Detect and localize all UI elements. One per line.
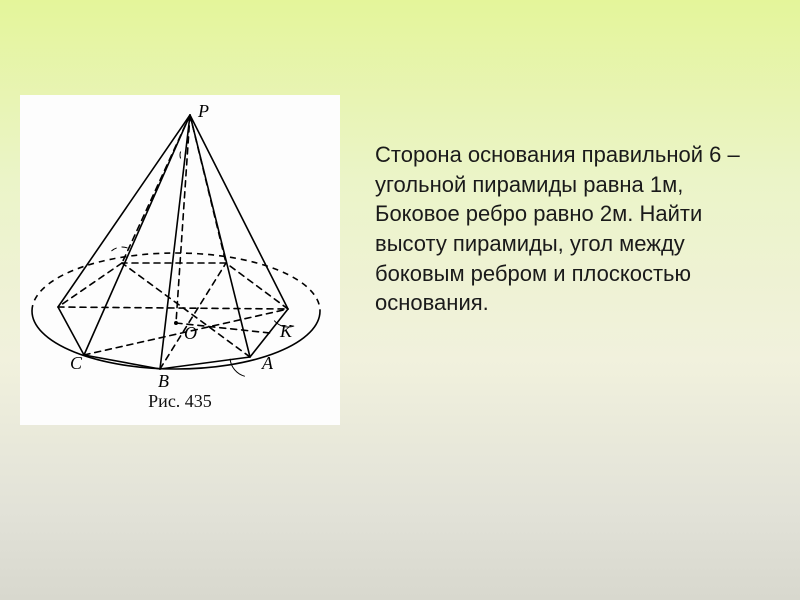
figure-box: P O K C B A Рис. 435 [20,95,340,425]
svg-text:P: P [197,101,209,121]
figure-caption: Рис. 435 [26,391,334,412]
svg-text:B: B [158,371,169,391]
pyramid-diagram: P O K C B A [26,101,334,391]
svg-text:C: C [70,353,83,373]
slide: P O K C B A Рис. 435 Сторона основания правил… [0,0,800,600]
problem-text: Сторона основания правильной 6 – угольно… [375,140,765,318]
svg-text:A: A [261,353,274,373]
svg-text:O: O [184,323,197,343]
svg-text:K: K [279,321,293,341]
